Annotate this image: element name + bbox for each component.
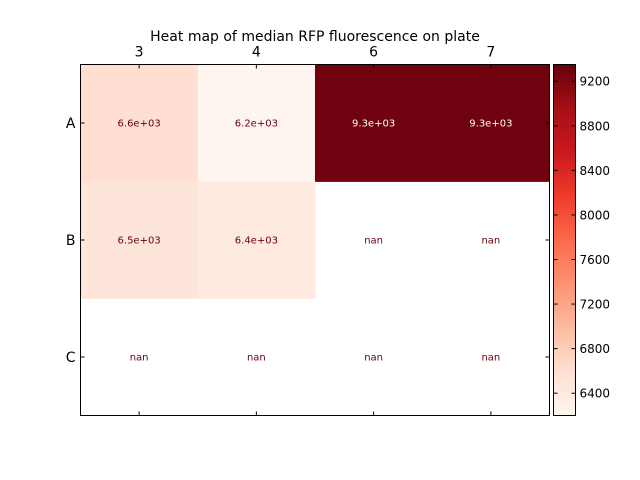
cell-value-label: nan xyxy=(364,236,383,247)
cell-value-label: nan xyxy=(364,353,383,364)
column-tick-label: 7 xyxy=(486,45,495,61)
heatmap-cell-b3 xyxy=(80,181,199,299)
row-tick-label: C xyxy=(66,350,76,366)
heatmap-cells: 6.6e+03 6.2e+03 9.3e+03 9.3e+03 6.5e+03 6.4e+… xyxy=(80,64,550,364)
chart-title: Heat map of median RFP fluorescence on p… xyxy=(150,29,480,45)
row-tick-label: B xyxy=(66,233,76,249)
colorbar-tick-label: 7200 xyxy=(580,298,611,312)
column-tick-label: 4 xyxy=(252,45,261,61)
column-tick-labels: 3 4 6 7 xyxy=(135,45,495,416)
heatmap-cell-a7 xyxy=(432,64,550,182)
colorbar-frame xyxy=(553,64,576,416)
colorbar-tick-label: 8400 xyxy=(580,164,611,178)
colorbar-gradient xyxy=(553,64,576,416)
cell-value-label: 6.4e+03 xyxy=(235,236,278,247)
cell-value-label: nan xyxy=(247,353,266,364)
column-tick-label: 6 xyxy=(369,45,378,61)
cell-value-label: 6.2e+03 xyxy=(235,119,278,130)
cell-value-label: nan xyxy=(481,236,500,247)
cell-value-label: 6.5e+03 xyxy=(118,236,161,247)
plot-frame xyxy=(80,64,550,416)
row-tick-label: A xyxy=(66,116,76,132)
cell-value-label: 9.3e+03 xyxy=(469,119,512,130)
colorbar-tick-label: 6800 xyxy=(580,342,611,356)
colorbar-tick-label: 7600 xyxy=(580,253,611,267)
cell-value-label: nan xyxy=(130,353,149,364)
colorbar-tick-label: 9200 xyxy=(580,75,611,89)
colorbar-tick-label: 8800 xyxy=(580,119,611,133)
heatmap-cell-a3 xyxy=(80,64,199,182)
heatmap-cell-b4 xyxy=(197,181,316,299)
colorbar: 6400 6800 7200 7600 8000 8400 8800 9200 xyxy=(553,64,611,416)
cell-value-label: 6.6e+03 xyxy=(118,119,161,130)
colorbar-tick-label: 8000 xyxy=(580,208,611,222)
cell-value-label: nan xyxy=(481,353,500,364)
colorbar-tick-label: 6400 xyxy=(580,387,611,401)
row-tick-labels: A B C xyxy=(66,116,550,366)
heatmap-cell-a4 xyxy=(197,64,316,182)
heatmap-cell-a6 xyxy=(315,64,433,182)
cell-value-label: 9.3e+03 xyxy=(352,119,395,130)
column-tick-label: 3 xyxy=(135,45,144,61)
